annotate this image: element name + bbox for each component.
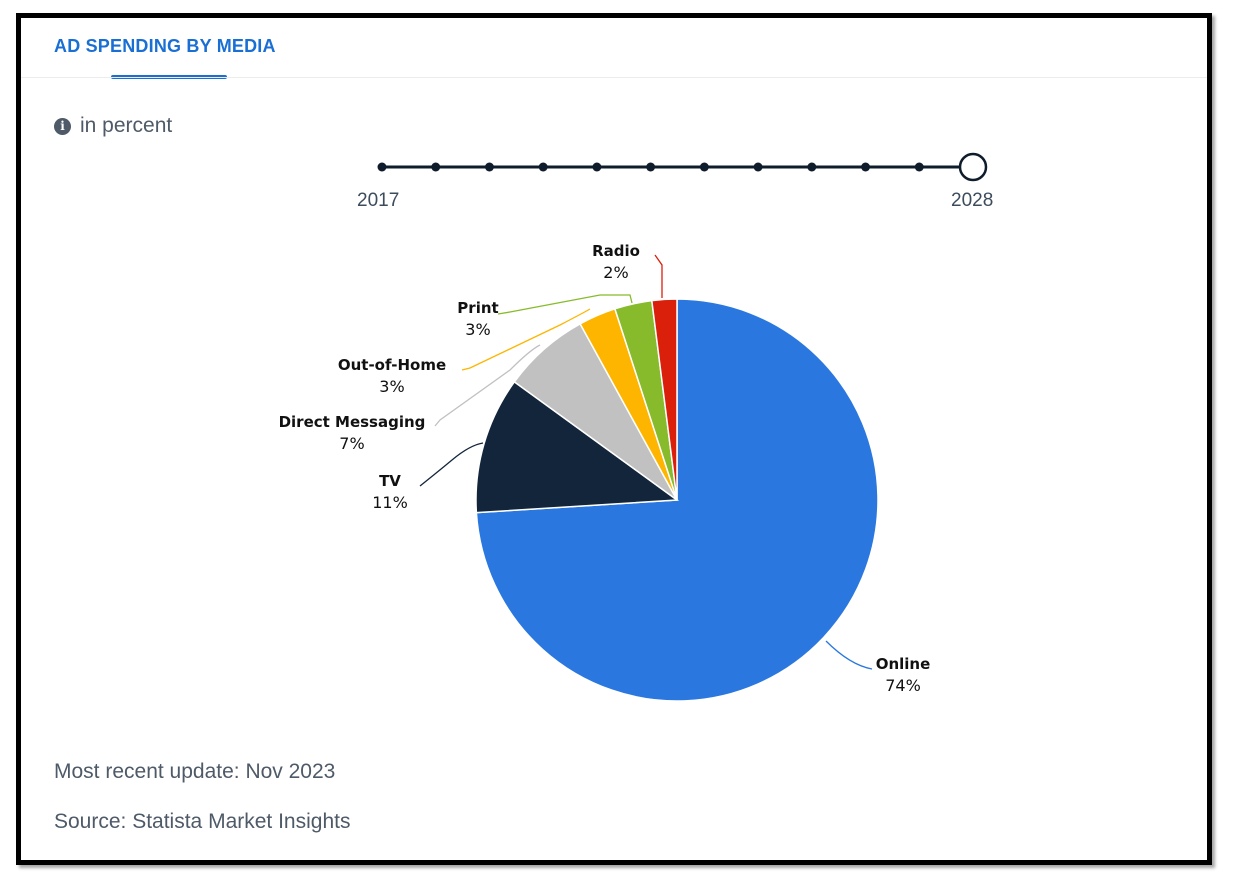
timeline-start-year: 2017 xyxy=(357,190,400,211)
slice-value-online: 74% xyxy=(885,676,921,695)
timeline-step-dot[interactable] xyxy=(646,162,656,172)
timeline-step-dot[interactable] xyxy=(861,162,871,172)
timeline-step-dot[interactable] xyxy=(484,162,494,172)
source-note: Source: Statista Market Insights xyxy=(54,810,351,833)
timeline-step-dot[interactable] xyxy=(753,162,763,172)
slice-value-tv: 11% xyxy=(372,493,408,512)
slice-label-direct-messaging: Direct Messaging xyxy=(279,413,426,431)
timeline-step-dot[interactable] xyxy=(807,162,817,172)
connector-out-of-home xyxy=(461,308,591,371)
connector-direct-messaging xyxy=(434,344,541,427)
timeline-step-dot[interactable] xyxy=(592,162,602,172)
unit-label: in percent xyxy=(80,114,173,137)
slice-label-print: Print xyxy=(457,299,498,317)
unit-row: i in percent xyxy=(54,114,172,138)
connector-radio xyxy=(654,254,663,298)
timeline-step-dot[interactable] xyxy=(914,162,924,172)
timeline-track[interactable] xyxy=(355,150,1015,190)
slice-value-print: 3% xyxy=(465,320,490,339)
slice-value-radio: 2% xyxy=(603,263,628,282)
update-note: Most recent update: Nov 2023 xyxy=(54,760,336,783)
timeline-step-dot[interactable] xyxy=(377,162,387,172)
pie-slice-tv[interactable] xyxy=(475,380,680,514)
timeline-step-dot[interactable] xyxy=(699,162,709,172)
timeline-handle[interactable] xyxy=(958,152,988,182)
timeline-end-year: 2028 xyxy=(951,190,994,211)
tab-ad-spending-by-media[interactable]: AD SPENDING BY MEDIA xyxy=(54,36,276,56)
timeline-step-dot[interactable] xyxy=(431,162,441,172)
connector-tv xyxy=(419,442,484,487)
tab-divider xyxy=(21,77,1207,78)
timeline-step-dot[interactable] xyxy=(538,162,548,172)
slice-label-tv: TV xyxy=(379,472,401,490)
connector-online xyxy=(825,640,873,670)
info-icon[interactable]: i xyxy=(54,117,71,135)
slice-label-online: Online xyxy=(876,655,931,673)
slice-value-out-of-home: 3% xyxy=(379,377,404,396)
pie-slice-radio[interactable] xyxy=(650,298,678,501)
year-timeline-slider[interactable]: 2017 2028 xyxy=(355,150,1015,220)
slice-label-radio: Radio xyxy=(592,242,640,260)
slice-value-direct-messaging: 7% xyxy=(339,434,364,453)
slice-label-out-of-home: Out-of-Home xyxy=(338,356,446,374)
connector-print xyxy=(497,294,633,315)
